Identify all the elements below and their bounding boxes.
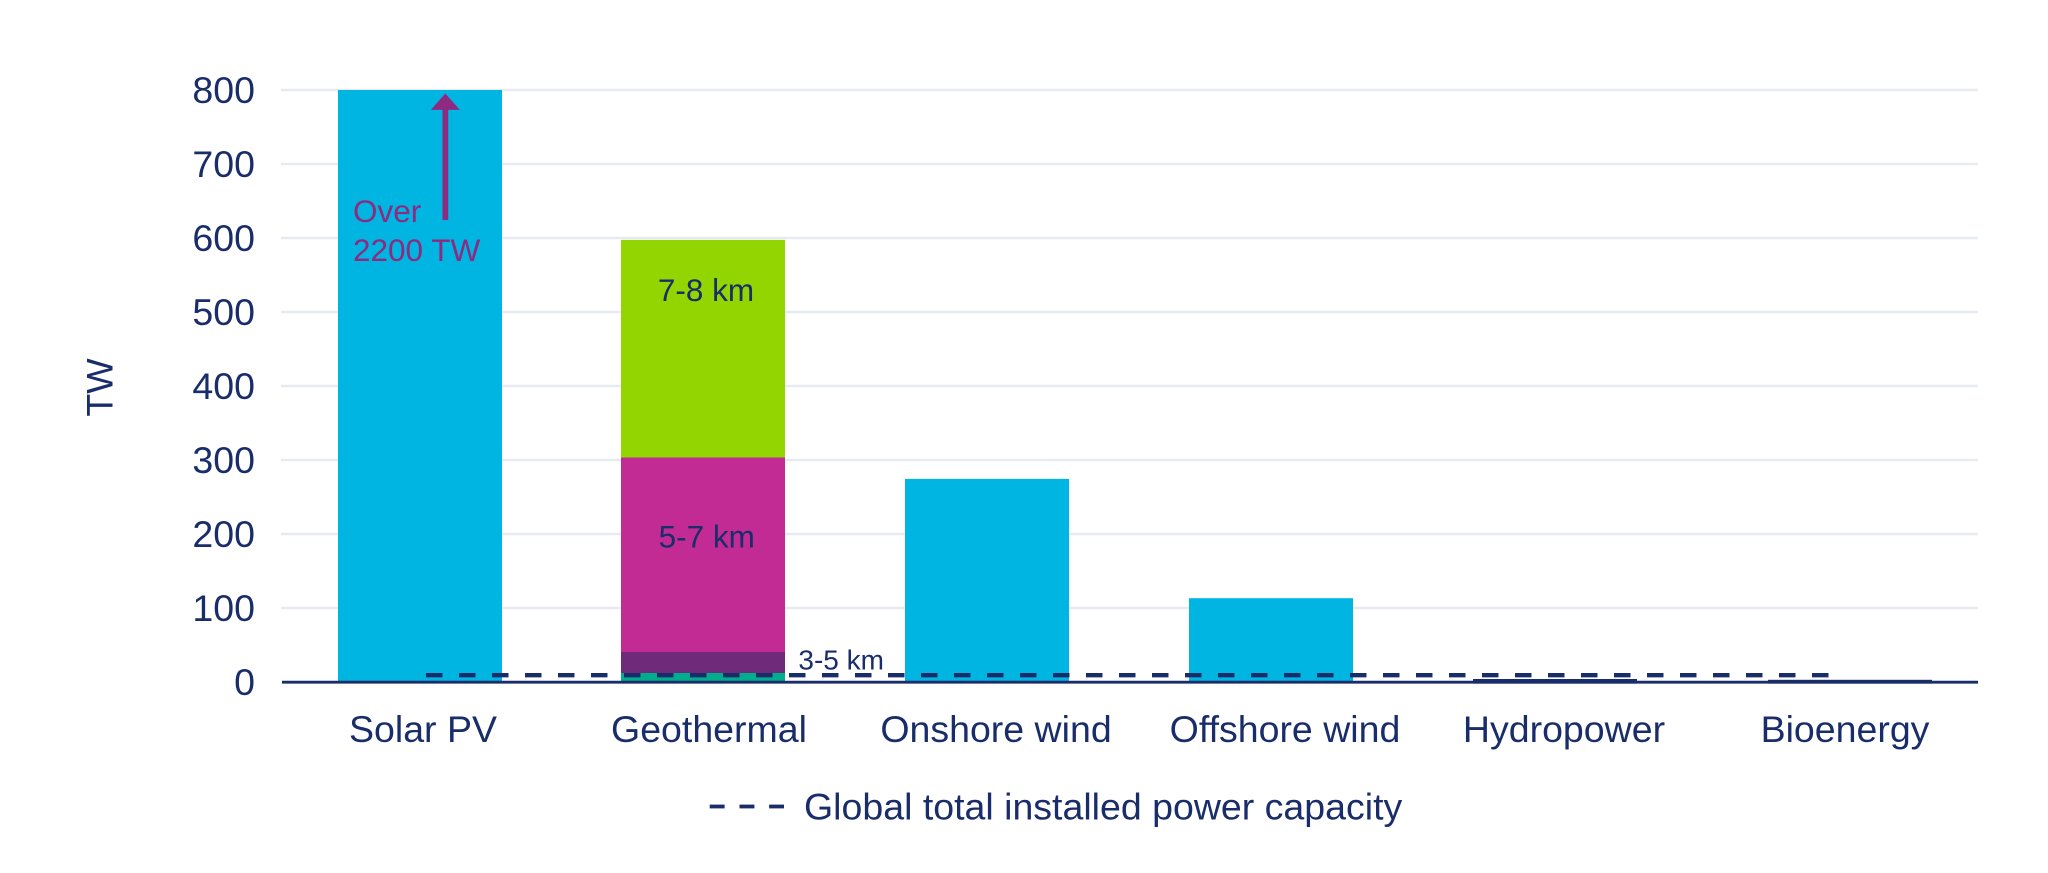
svg-text:2200 TW: 2200 TW — [353, 232, 480, 268]
svg-text:Offshore wind: Offshore wind — [1170, 708, 1401, 750]
svg-text:Bioenergy: Bioenergy — [1761, 708, 1930, 750]
svg-text:Onshore wind: Onshore wind — [880, 708, 1111, 750]
svg-text:300: 300 — [192, 439, 255, 481]
svg-text:3-5 km: 3-5 km — [798, 645, 884, 676]
svg-text:0: 0 — [234, 661, 255, 703]
svg-text:700: 700 — [192, 143, 255, 185]
svg-text:100: 100 — [192, 587, 255, 629]
svg-text:7-8 km: 7-8 km — [658, 272, 754, 308]
svg-text:600: 600 — [192, 217, 255, 259]
svg-text:TW: TW — [79, 358, 121, 417]
svg-text:Global total installed power c: Global total installed power capacity — [804, 786, 1402, 828]
svg-text:Geothermal: Geothermal — [611, 708, 807, 750]
svg-text:200: 200 — [192, 513, 255, 555]
svg-text:800: 800 — [192, 69, 255, 111]
svg-text:Over: Over — [353, 193, 421, 229]
svg-text:400: 400 — [192, 365, 255, 407]
svg-text:Solar PV: Solar PV — [349, 708, 497, 750]
svg-text:5-7 km: 5-7 km — [659, 519, 755, 555]
svg-text:500: 500 — [192, 291, 255, 333]
svg-text:Hydropower: Hydropower — [1463, 708, 1665, 750]
